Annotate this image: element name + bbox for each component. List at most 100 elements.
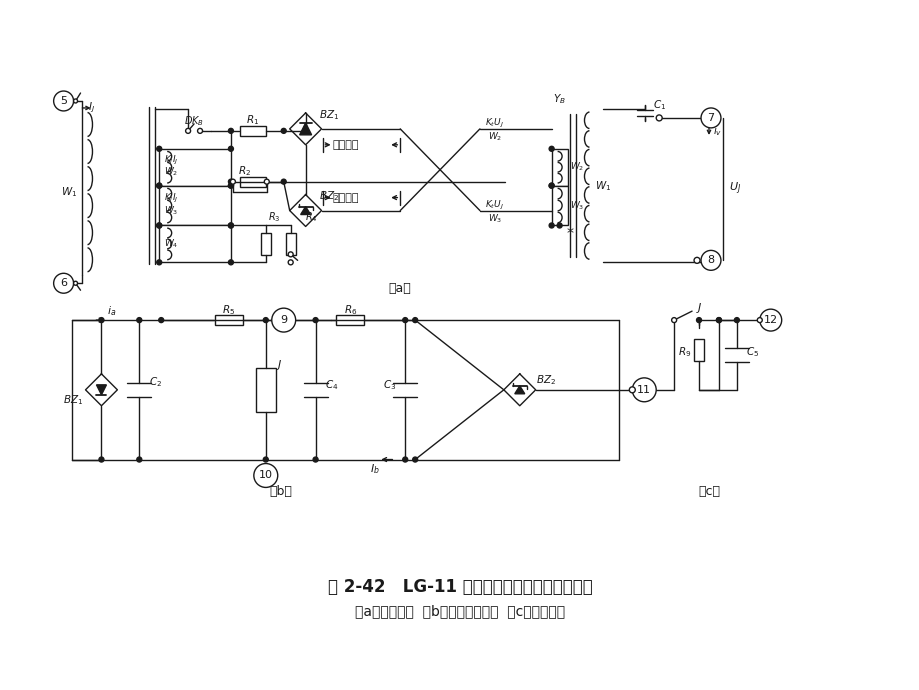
- Text: $R_4$: $R_4$: [304, 210, 317, 224]
- Text: $BZ_2$: $BZ_2$: [319, 190, 339, 204]
- Circle shape: [693, 257, 699, 264]
- Circle shape: [228, 223, 233, 228]
- Text: *: *: [565, 226, 573, 240]
- Text: $J$: $J$: [276, 358, 283, 372]
- Circle shape: [696, 317, 701, 323]
- Text: $W_3$: $W_3$: [164, 204, 178, 217]
- Text: （a）交流回路  （b）幅值比较回路  （c）触点回路: （a）交流回路 （b）幅值比较回路 （c）触点回路: [355, 604, 564, 618]
- Text: $W_1$: $W_1$: [595, 179, 611, 193]
- Text: $W_2$: $W_2$: [487, 130, 502, 143]
- Circle shape: [312, 457, 318, 462]
- Text: $K_I I_J$: $K_I I_J$: [164, 154, 178, 167]
- Text: $C_3$: $C_3$: [382, 378, 395, 392]
- Circle shape: [403, 317, 407, 323]
- Circle shape: [228, 128, 233, 133]
- Circle shape: [403, 457, 407, 462]
- Circle shape: [281, 128, 286, 133]
- Circle shape: [53, 91, 74, 111]
- Text: $W_2$: $W_2$: [164, 166, 178, 179]
- Polygon shape: [96, 385, 107, 395]
- Bar: [215, 315, 243, 325]
- Circle shape: [228, 179, 233, 184]
- Circle shape: [557, 223, 562, 228]
- Circle shape: [156, 146, 162, 151]
- Circle shape: [312, 317, 318, 323]
- Text: （b）: （b）: [269, 485, 292, 498]
- Circle shape: [263, 317, 268, 323]
- Text: 工作回路: 工作回路: [332, 140, 358, 150]
- Circle shape: [263, 457, 268, 462]
- Bar: [255, 368, 276, 412]
- Text: $I_b$: $I_b$: [370, 462, 380, 476]
- Circle shape: [733, 317, 739, 323]
- Circle shape: [254, 464, 278, 487]
- Circle shape: [631, 378, 655, 402]
- Text: $W_2$: $W_2$: [569, 161, 584, 173]
- Text: $I_J$: $I_J$: [88, 101, 95, 115]
- Circle shape: [74, 282, 77, 285]
- Circle shape: [549, 146, 553, 151]
- Circle shape: [288, 260, 293, 265]
- Polygon shape: [300, 123, 312, 135]
- Text: $W_3$: $W_3$: [487, 213, 502, 225]
- Bar: [551, 186, 567, 226]
- Circle shape: [413, 317, 417, 323]
- Circle shape: [74, 99, 77, 103]
- Bar: [286, 233, 295, 255]
- Circle shape: [156, 223, 162, 228]
- Text: $i_a$: $i_a$: [107, 304, 116, 318]
- Circle shape: [756, 317, 762, 323]
- Circle shape: [137, 457, 142, 462]
- Text: $Y_B$: $Y_B$: [552, 92, 565, 106]
- Circle shape: [99, 457, 104, 462]
- Circle shape: [549, 183, 553, 188]
- Bar: [159, 226, 231, 262]
- Circle shape: [264, 179, 269, 184]
- Circle shape: [230, 179, 235, 184]
- Text: （c）: （c）: [698, 485, 720, 498]
- Circle shape: [655, 115, 662, 121]
- Circle shape: [156, 183, 162, 188]
- Bar: [159, 149, 231, 186]
- Bar: [260, 233, 270, 255]
- Text: 12: 12: [763, 315, 777, 325]
- Circle shape: [228, 183, 233, 188]
- Circle shape: [228, 183, 233, 188]
- Circle shape: [156, 183, 162, 188]
- Circle shape: [186, 128, 190, 133]
- Circle shape: [159, 317, 164, 323]
- Text: $BZ_1$: $BZ_1$: [63, 393, 84, 406]
- Bar: [336, 315, 364, 325]
- Circle shape: [156, 260, 162, 265]
- Polygon shape: [515, 386, 524, 394]
- Text: $R_3$: $R_3$: [267, 210, 280, 224]
- Text: 9: 9: [280, 315, 287, 325]
- Text: $BZ_2$: $BZ_2$: [535, 373, 555, 387]
- Text: $R_5$: $R_5$: [222, 303, 235, 317]
- Text: $R_2$: $R_2$: [238, 164, 251, 177]
- Text: $W_3$: $W_3$: [569, 199, 584, 212]
- Circle shape: [716, 317, 720, 323]
- Bar: [159, 186, 231, 226]
- Text: $W_1$: $W_1$: [62, 185, 77, 199]
- Text: 7: 7: [707, 113, 714, 123]
- Text: 图 2-42   LG-11 整流型功率方向继电器接线图: 图 2-42 LG-11 整流型功率方向继电器接线图: [327, 578, 592, 596]
- Circle shape: [288, 252, 293, 257]
- Circle shape: [156, 223, 162, 228]
- Polygon shape: [301, 206, 311, 215]
- Circle shape: [198, 128, 202, 133]
- Text: $DK_B$: $DK_B$: [184, 114, 204, 128]
- Text: $K_I I_J$: $K_I I_J$: [164, 192, 178, 205]
- Text: $K_tU_J$: $K_tU_J$: [485, 199, 504, 212]
- Circle shape: [413, 457, 417, 462]
- Circle shape: [629, 387, 635, 393]
- Circle shape: [549, 183, 553, 188]
- Text: $R_1$: $R_1$: [246, 113, 259, 127]
- Text: 10: 10: [258, 471, 273, 480]
- Text: 11: 11: [637, 385, 651, 395]
- Text: $i_v$: $i_v$: [712, 124, 721, 138]
- Text: $C_5$: $C_5$: [745, 345, 758, 359]
- Text: $K_tU_J$: $K_tU_J$: [485, 117, 504, 130]
- Text: 5: 5: [60, 96, 67, 106]
- Bar: [240, 177, 266, 186]
